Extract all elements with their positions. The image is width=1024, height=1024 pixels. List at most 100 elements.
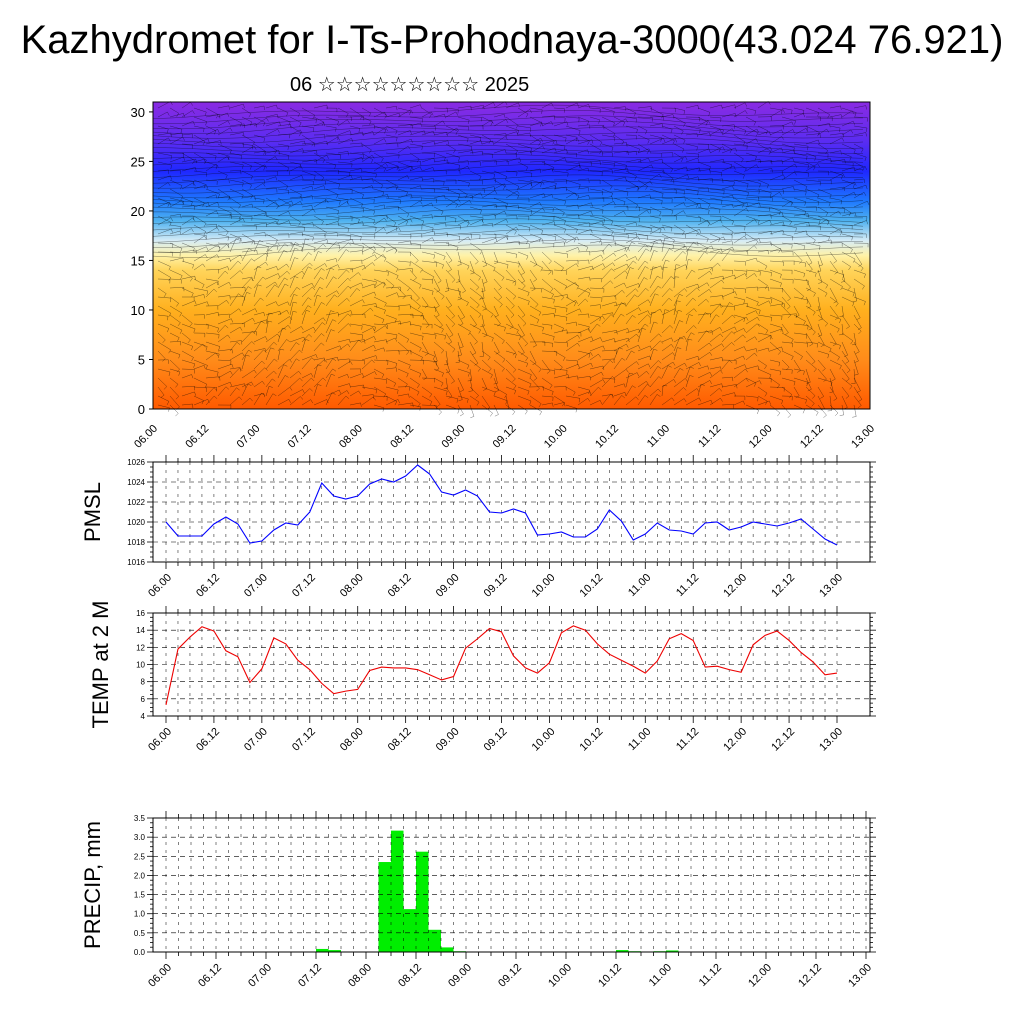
x-tick-label: 11.00: [645, 423, 672, 450]
x-tick-label: 07.12: [290, 572, 318, 600]
x-tick-label: 07.00: [242, 726, 270, 754]
y-tick-label: 20: [131, 204, 145, 219]
series-line: [165, 625, 838, 705]
y-tick-label: 1024: [127, 478, 145, 487]
y-tick-label: 6: [141, 695, 146, 704]
x-tick-label: 11.12: [674, 726, 701, 753]
x-tick-label: 09.00: [439, 423, 467, 451]
y-axis-title: PRECIP, mm: [80, 821, 105, 949]
x-tick-label: 10.00: [530, 572, 558, 600]
y-tick-label: 8: [141, 678, 146, 687]
y-tick-label: 3.5: [134, 814, 146, 823]
x-tick-label: 11.00: [647, 962, 674, 989]
x-tick-label: 12.12: [798, 423, 826, 451]
precip-bar: [616, 950, 629, 952]
y-tick-label: 1.5: [134, 891, 146, 900]
y-tick-label: 5: [138, 352, 145, 367]
x-tick-label: 08.00: [346, 962, 374, 990]
x-tick-label: 06.00: [146, 962, 174, 990]
y-tick-label: 2.5: [134, 852, 146, 861]
x-tick-label: 07.00: [242, 572, 270, 600]
y-tick-label: 1018: [127, 538, 145, 547]
x-tick-label: 10.00: [542, 423, 570, 451]
y-tick-label: 30: [131, 105, 145, 120]
x-tick-label: 09.12: [482, 726, 510, 754]
precip-bar: [441, 947, 454, 952]
precip-bar: [316, 948, 329, 952]
x-tick-label: 13.00: [849, 423, 877, 451]
x-tick-label: 11.12: [697, 962, 724, 989]
x-tick-label: 10.12: [578, 572, 606, 600]
x-tick-label: 11.12: [696, 423, 723, 450]
y-tick-label: 0: [138, 402, 145, 417]
x-tick-label: 10.12: [593, 423, 621, 451]
y-tick-label: 10: [131, 303, 145, 318]
precip-bar: [666, 950, 679, 952]
x-tick-label: 07.12: [290, 726, 318, 754]
x-tick-label: 11.00: [626, 572, 653, 599]
x-tick-label: 13.00: [846, 962, 874, 990]
precip-bar: [428, 929, 441, 952]
x-tick-label: 07.12: [296, 962, 324, 990]
precip-bar: [403, 909, 416, 952]
x-tick-label: 06.00: [132, 423, 160, 451]
x-tick-label: 09.12: [482, 572, 510, 600]
contour-lines-overlay: [152, 104, 864, 258]
x-tick-label: 10.00: [546, 962, 574, 990]
x-tick-label: 06.12: [183, 423, 211, 451]
precip-bar: [391, 830, 404, 952]
series-line: [165, 464, 838, 546]
y-tick-label: 1.0: [134, 910, 146, 919]
x-tick-label: 08.00: [338, 726, 366, 754]
x-tick-label: 09.12: [491, 423, 519, 451]
x-tick-label: 08.12: [396, 962, 424, 990]
precip-bar: [328, 950, 341, 952]
x-tick-label: 09.00: [446, 962, 474, 990]
x-tick-label: 06.00: [146, 572, 174, 600]
x-tick-label: 12.00: [747, 423, 775, 451]
y-tick-label: 25: [131, 154, 145, 169]
x-tick-label: 12.12: [769, 572, 797, 600]
y-tick-label: 16: [136, 609, 145, 618]
x-tick-label: 13.00: [817, 726, 845, 754]
x-tick-label: 12.12: [769, 726, 797, 754]
x-tick-label: 12.00: [721, 726, 749, 754]
x-tick-label: 12.12: [796, 962, 824, 990]
x-tick-label: 09.12: [496, 962, 524, 990]
wind-barbs-overlay: [157, 101, 870, 419]
x-tick-label: 09.00: [434, 572, 462, 600]
x-tick-label: 09.00: [434, 726, 462, 754]
xsec-frame: [152, 101, 871, 410]
x-tick-label: 11.12: [674, 572, 701, 599]
chart-title: Kazhydromet for I-Ts-Prohodnaya-3000(43.…: [20, 18, 1004, 62]
x-tick-label: 06.12: [194, 726, 222, 754]
panel-frame: [152, 817, 871, 953]
x-tick-label: 11.00: [626, 726, 653, 753]
y-tick-label: 1016: [127, 558, 145, 567]
y-tick-label: 4: [141, 712, 146, 721]
y-tick-label: 14: [136, 626, 145, 635]
x-tick-label: 06.00: [146, 726, 174, 754]
x-tick-label: 07.12: [286, 423, 314, 451]
chart-subtitle: 06 ☆☆☆☆☆☆☆☆☆ 2025: [290, 74, 530, 96]
x-tick-label: 06.12: [194, 572, 222, 600]
y-tick-label: 10: [136, 661, 145, 670]
y-tick-label: 1020: [127, 518, 145, 527]
x-tick-label: 06.12: [196, 962, 224, 990]
precip-bar: [378, 862, 391, 952]
precipitation-panel: 0.0 0.5 1.0 1.5 2.0 2.5 3.0 3.5 06.00 06.12 07.00 0…: [80, 811, 876, 990]
x-tick-label: 08.12: [386, 726, 414, 754]
x-tick-label: 08.12: [388, 423, 416, 451]
y-tick-label: 0.5: [134, 929, 146, 938]
y-tick-label: 1026: [127, 458, 145, 467]
x-tick-label: 08.12: [386, 572, 414, 600]
panel-frame: [152, 461, 871, 563]
y-tick-label: 0.0: [134, 948, 146, 957]
y-tick-label: 2.0: [134, 871, 146, 880]
vertical-cross-section-panel: 0 5 10 15 20 25 30 06.00 06.12 07.00 07.12 08.00 08.…: [131, 101, 877, 451]
temperature-panel: 4 6 8 10 12 14 16 06.00 06.12 07.00 07.12 08.00 08.1…: [88, 601, 876, 754]
x-tick-label: 07.00: [235, 423, 263, 451]
x-tick-label: 07.00: [246, 962, 274, 990]
y-tick-label: 15: [131, 253, 145, 268]
x-tick-label: 10.00: [530, 726, 558, 754]
